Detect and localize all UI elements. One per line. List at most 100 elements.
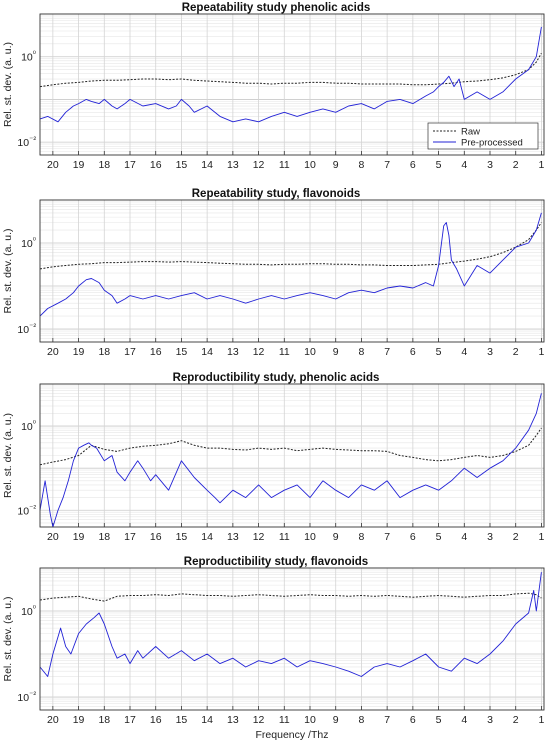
y-tick-label: 10⁰: [21, 50, 36, 64]
x-tick-label: 9: [333, 714, 339, 726]
y-tick-label: 10⁰: [21, 419, 36, 433]
x-tick-label: 14: [201, 346, 213, 358]
legend-entry-label: Raw: [461, 127, 480, 138]
x-axis-label: Frequency /Thz: [256, 729, 329, 741]
x-tick-label: 13: [227, 346, 239, 358]
x-tick-label: 11: [279, 159, 290, 171]
series-line-pre-processed: [39, 26, 542, 123]
series-line-raw: [39, 427, 542, 466]
y-axis-label: Rel. st. dev. (a. u.): [2, 597, 14, 682]
x-tick-label: 10: [304, 159, 316, 171]
y-tick-label: 10⁻²: [17, 690, 36, 704]
x-tick-label: 13: [227, 159, 239, 171]
x-tick-label: 1: [539, 714, 545, 726]
x-tick-label: 18: [98, 714, 110, 726]
x-tick-label: 6: [410, 531, 416, 543]
x-tick-label: 8: [359, 531, 365, 543]
x-tick-label: 18: [98, 159, 110, 171]
x-tick-label: 9: [333, 159, 339, 171]
x-tick-label: 19: [73, 531, 85, 543]
x-tick-label: 8: [359, 714, 365, 726]
x-tick-label: 2: [513, 159, 519, 171]
x-tick-label: 14: [201, 159, 213, 171]
x-tick-label: 12: [253, 346, 265, 358]
x-tick-label: 4: [461, 531, 467, 543]
x-tick-label: 18: [98, 346, 110, 358]
y-tick-label: 10⁻²: [17, 322, 36, 336]
x-tick-label: 1: [539, 159, 545, 171]
x-tick-label: 15: [176, 714, 188, 726]
x-tick-label: 17: [124, 714, 136, 726]
x-tick-label: 19: [73, 346, 85, 358]
x-tick-label: 19: [73, 159, 85, 171]
axes-frame: [39, 199, 545, 343]
x-tick-label: 2: [513, 714, 519, 726]
chart-title: Reproductibility study, flavonoids: [184, 556, 368, 568]
x-tick-label: 12: [253, 159, 265, 171]
x-tick-label: 16: [150, 531, 162, 543]
plot-area: [40, 200, 544, 342]
series-line-pre-processed: [39, 212, 542, 317]
y-tick-label: 10⁰: [21, 604, 36, 618]
x-tick-label: 17: [124, 531, 136, 543]
x-tick-label: 5: [436, 159, 442, 171]
x-tick-label: 1: [539, 346, 545, 358]
x-tick-label: 16: [150, 159, 162, 171]
chart-title: Reproductibility study, phenolic acids: [173, 372, 380, 384]
axes-frame: [39, 13, 545, 156]
axes-frame: [39, 567, 545, 711]
x-tick-label: 10: [304, 531, 316, 543]
x-tick-label: 1: [539, 531, 545, 543]
x-tick-label: 5: [436, 531, 442, 543]
x-tick-label: 20: [47, 159, 59, 171]
x-tick-label: 3: [487, 159, 493, 171]
x-tick-label: 16: [150, 346, 162, 358]
chart-panel-4: 20 19 18 17 16 15 14 13 12 11 10 9 8 7 6 5 4 3 2 110⁰10⁻²Re…: [2, 556, 545, 741]
chart-panel-2: 20 19 18 17 16 15 14 13 12 11 10 9 8 7 6 5 4 3 2 110⁰10⁻²Re…: [2, 188, 545, 358]
y-axis-label: Rel. st. dev. (a. u.): [2, 229, 14, 314]
y-tick-label: 10⁻²: [17, 135, 36, 149]
x-tick-label: 6: [410, 346, 416, 358]
chart-panel-1: 20 19 18 17 16 15 14 13 12 11 10 9 8 7 6 5 4 3 2 110⁰10⁻²Re…: [2, 2, 545, 171]
x-tick-label: 15: [176, 531, 188, 543]
x-tick-label: 2: [513, 346, 519, 358]
x-tick-label: 13: [227, 531, 239, 543]
y-axis-label: Rel. st. dev. (a. u.): [2, 413, 14, 498]
x-tick-label: 18: [98, 531, 110, 543]
x-tick-label: 10: [304, 714, 316, 726]
series-line-pre-processed: [39, 572, 542, 677]
x-tick-label: 4: [461, 714, 467, 726]
x-tick-label: 19: [73, 714, 85, 726]
x-tick-label: 15: [176, 159, 188, 171]
x-tick-label: 4: [461, 159, 467, 171]
y-axis-label: Rel. st. dev. (a. u.): [2, 42, 14, 127]
x-tick-label: 8: [359, 159, 365, 171]
x-tick-label: 7: [384, 531, 390, 543]
x-tick-label: 11: [279, 346, 290, 358]
x-tick-label: 6: [410, 159, 416, 171]
series-line-raw: [39, 592, 542, 602]
x-tick-label: 11: [279, 714, 290, 726]
x-tick-label: 3: [487, 714, 493, 726]
x-tick-label: 10: [304, 346, 316, 358]
x-tick-label: 13: [227, 714, 239, 726]
y-tick-label: 10⁰: [21, 236, 36, 250]
chart-title: Repeatability study phenolic acids: [182, 2, 371, 14]
x-tick-label: 14: [201, 531, 213, 543]
x-tick-label: 3: [487, 346, 493, 358]
series-line-pre-processed: [39, 393, 542, 528]
x-tick-label: 20: [47, 714, 59, 726]
plot-area: [40, 568, 544, 710]
x-tick-label: 20: [47, 346, 59, 358]
x-tick-label: 17: [124, 346, 136, 358]
x-tick-label: 12: [253, 714, 265, 726]
x-tick-label: 7: [384, 346, 390, 358]
x-tick-label: 20: [47, 531, 59, 543]
x-tick-label: 16: [150, 714, 162, 726]
axes-frame: [39, 383, 545, 528]
x-tick-label: 3: [487, 531, 493, 543]
x-tick-label: 15: [176, 346, 188, 358]
x-tick-label: 2: [513, 531, 519, 543]
x-tick-label: 11: [279, 531, 290, 543]
